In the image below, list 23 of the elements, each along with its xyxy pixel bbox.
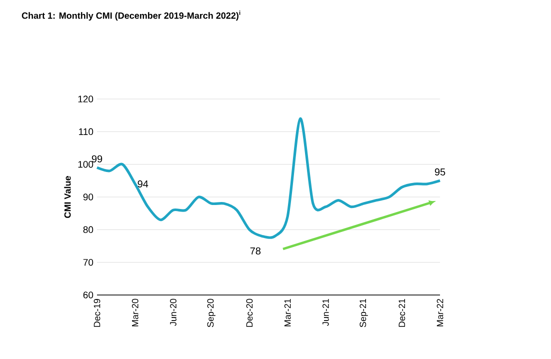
x-tick-label: Dec-21 — [398, 298, 406, 327]
chart-title: Chart 1: Monthly CMI (December 2019-March 2022)$^{i}$ — [22, 10, 240, 21]
y-tick-label: 120 — [78, 96, 94, 102]
x-tick-label: Jun-21 — [322, 298, 329, 326]
y-tick-label: 60 — [83, 292, 94, 298]
data-label: 95 — [434, 168, 446, 176]
x-tick-label: Dec-20 — [246, 298, 253, 327]
y-tick-label: 110 — [79, 128, 94, 136]
x-tick-label: Mar-22 — [436, 298, 444, 326]
y-tick-label: 90 — [83, 194, 94, 200]
x-tick-label: Sep-21 — [360, 298, 368, 328]
x-tick-label: Jun-20 — [170, 298, 176, 326]
data-label: 99 — [92, 155, 102, 162]
y-tick-label: 100 — [78, 160, 94, 168]
data-label: 94 — [138, 180, 148, 188]
y-tick-label: 80 — [83, 226, 94, 234]
y-tick-label: 70 — [83, 258, 94, 266]
x-tick-label: Sep-20 — [207, 298, 216, 328]
y-axis-title: CMI Value — [64, 176, 71, 218]
x-tick-label: Dec-19 — [94, 298, 100, 327]
data-label: 78 — [250, 247, 261, 254]
x-tick-label: Mar-21 — [284, 298, 291, 326]
x-tick-label: Mar-20 — [132, 298, 138, 326]
